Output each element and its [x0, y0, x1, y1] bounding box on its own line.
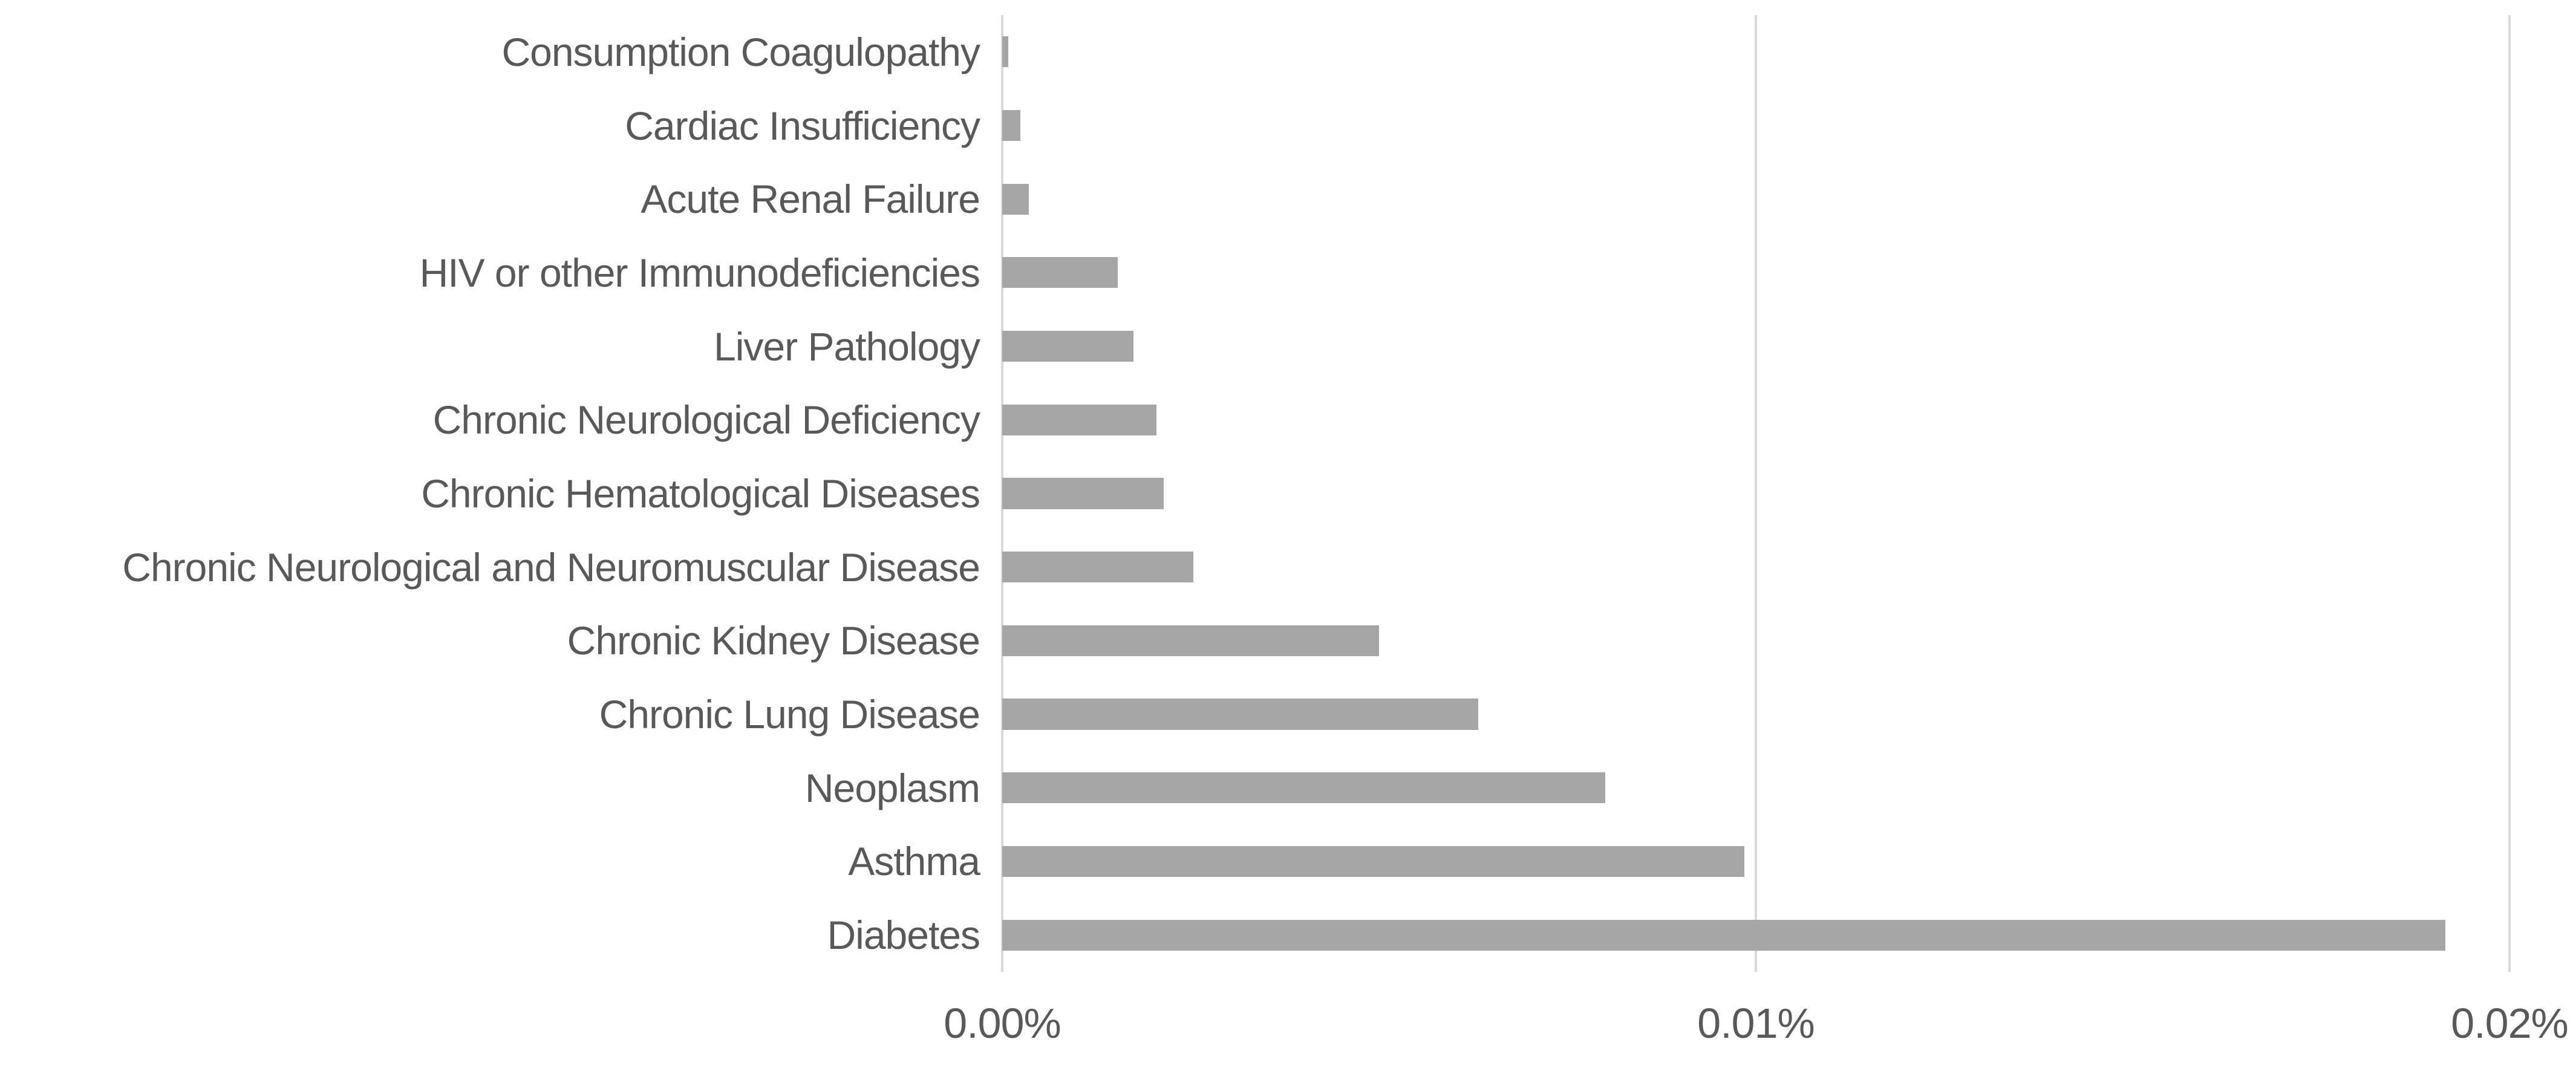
bar-row — [1002, 530, 2509, 604]
x-tick-label: 0.02% — [2451, 1000, 2568, 1047]
gridline-0.02% — [2508, 15, 2511, 972]
bar-row — [1002, 236, 2509, 310]
bar-row — [1002, 15, 2509, 89]
category-label: Chronic Kidney Disease — [567, 618, 980, 663]
bar-row — [1002, 162, 2509, 236]
bar-row — [1002, 898, 2509, 972]
category-label: Asthma — [848, 839, 980, 884]
bar-HIV or other Immunodeficiencies — [1002, 257, 1118, 288]
category-label: Chronic Hematological Diseases — [421, 471, 980, 516]
bar-Chronic Neurological and Neuromuscular Disease — [1002, 552, 1194, 583]
value-axis-labels: 0.00% 0.01% 0.02% — [944, 999, 2568, 1060]
bar-Liver Pathology — [1002, 331, 1133, 362]
category-label: Chronic Neurological and Neuromuscular D… — [122, 544, 980, 590]
bar-Diabetes — [1002, 919, 2446, 951]
category-label: Consumption Coagulopathy — [501, 29, 980, 74]
category-label: Acute Renal Failure — [641, 177, 980, 222]
bar-Chronic Lung Disease — [1002, 699, 1479, 730]
bar-Chronic Neurological Deficiency — [1002, 404, 1157, 435]
bar-row — [1002, 310, 2509, 383]
category-label: Diabetes — [827, 913, 981, 958]
bar-rows — [1002, 15, 2509, 972]
bar-Neoplasm — [1002, 772, 1605, 804]
category-axis-labels: Consumption Coagulopathy Cardiac Insuffic… — [0, 15, 980, 972]
bar-Chronic Kidney Disease — [1002, 625, 1379, 656]
category-label: Liver Pathology — [714, 324, 980, 369]
category-label: Chronic Neurological Deficiency — [432, 397, 980, 443]
plot-area — [1001, 15, 2511, 972]
bar-Consumption Coagulopathy — [1002, 36, 1008, 68]
bar-Chronic Hematological Diseases — [1002, 478, 1164, 509]
category-label: Cardiac Insufficiency — [625, 103, 980, 148]
bar-row — [1002, 89, 2509, 163]
x-tick-label: 0.00% — [944, 1000, 1061, 1047]
bar-row — [1002, 677, 2509, 751]
bar-row — [1002, 825, 2509, 899]
gridline-0.01% — [1755, 15, 1757, 972]
bar-row — [1002, 604, 2509, 678]
bar-Cardiac Insufficiency — [1002, 109, 1020, 142]
bar-Asthma — [1002, 845, 1745, 877]
category-label: Neoplasm — [804, 765, 980, 810]
bar-row — [1002, 383, 2509, 457]
bar-row — [1002, 457, 2509, 530]
category-label: HIV or other Immunodeficiencies — [419, 250, 980, 295]
x-tick-label: 0.01% — [1697, 1000, 1815, 1047]
category-label: Chronic Lung Disease — [599, 692, 980, 737]
bar-Acute Renal Failure — [1002, 183, 1029, 215]
bar-row — [1002, 751, 2509, 825]
